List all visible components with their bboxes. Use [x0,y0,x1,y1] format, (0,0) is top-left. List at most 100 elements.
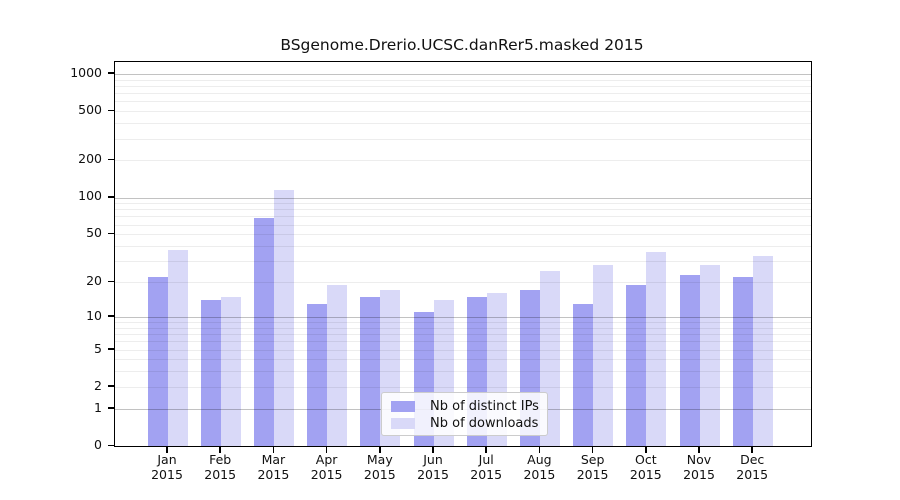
y-tick-label-1000: 1000 [70,64,102,80]
legend-label-distinct-ips: Nb of distinct IPs [430,399,539,414]
x-tick-label-jun: Jun 2015 [417,452,449,482]
x-tick-label-sep: Sep 2015 [576,452,609,482]
legend-entry-distinct-ips: Nb of distinct IPs [391,398,539,415]
x-tick-feb [219,446,221,453]
gridline-3 [115,371,811,373]
gridline-9 [115,322,811,323]
gridline-1000 [115,73,811,75]
grid-layer [115,62,811,446]
bar-distinct-ips-oct [626,284,647,446]
gridline-4 [115,359,811,361]
legend-swatch-downloads [391,418,415,429]
gridline-500 [115,111,811,113]
x-tick-jun [432,446,434,453]
bar-downloads-feb [220,296,241,446]
gridline-7 [115,334,811,335]
y-tick-label-0: 0 [94,437,102,452]
x-tick-label-feb: Feb 2015 [204,452,237,482]
x-tick-label-jan: Jan 2015 [151,452,183,482]
x-tick-label-dec: Dec 2015 [736,452,769,482]
bar-distinct-ips-sep [573,303,594,446]
gridline-2 [115,386,811,388]
y-tick-label-5: 5 [94,340,102,356]
y-tick-0 [108,444,114,447]
y-tick-label-100: 100 [78,188,102,204]
y-tick-2 [108,385,114,387]
bar-downloads-dec [752,256,773,446]
x-tick-mar [272,446,275,453]
chart-title: BSgenome.Drerio.UCSC.danRer5.masked 2015 [280,36,644,54]
x-tick-label-apr: Apr 2015 [310,452,343,482]
y-tick-500 [108,109,114,112]
gridline-800 [115,85,811,87]
gridline-5 [115,349,811,351]
x-tick-may [379,446,381,453]
y-tick-label-500: 500 [78,102,102,118]
bar-downloads-sep [593,264,614,446]
gridline-20 [115,282,811,283]
gridline-700 [115,93,811,95]
x-tick-oct [645,446,647,453]
gridline-300 [115,138,811,140]
gridline-8 [115,327,811,329]
gridline-60 [115,224,811,226]
y-tick-label-20: 20 [86,273,102,289]
y-tick-label-1: 1 [94,399,102,415]
bar-downloads-oct [646,251,667,446]
y-tick-label-50: 50 [86,225,102,241]
x-tick-label-nov: Nov 2015 [683,452,715,482]
x-tick-label-mar: Mar 2015 [257,452,290,482]
bar-downloads-apr [327,284,348,446]
bar-distinct-ips-nov [679,274,700,446]
x-tick-label-jul: Jul 2015 [470,452,503,482]
gridline-10 [115,316,811,318]
gridline-200 [115,160,811,162]
x-tick-apr [325,446,328,453]
bar-distinct-ips-mar [253,217,274,446]
legend-swatch-distinct-ips [391,401,415,412]
x-tick-label-may: May 2015 [363,452,396,482]
y-tick-50 [108,232,114,235]
y-tick-1 [108,407,114,409]
bar-distinct-ips-apr [307,303,328,446]
bar-downloads-jan [167,250,188,446]
gridline-80 [115,209,811,211]
y-tick-100 [108,195,114,198]
gridline-30 [115,261,811,263]
y-tick-200 [108,158,114,161]
gridline-50 [115,234,811,236]
y-tick-label-200: 200 [78,151,102,167]
x-tick-dec [751,446,753,453]
legend-entry-downloads: Nb of downloads [391,415,539,432]
gridline-600 [115,101,811,103]
x-tick-jan [166,446,168,453]
gridline-100 [115,197,811,199]
bar-downloads-mar [273,190,294,446]
gridline-400 [115,123,811,125]
bar-distinct-ips-feb [200,300,221,446]
x-tick-label-aug: Aug 2015 [523,452,556,482]
gridline-90 [115,203,811,205]
y-tick-1000 [108,72,114,75]
gridline-40 [115,246,811,247]
x-tick-aug [538,446,541,453]
gridline-900 [115,79,811,81]
x-tick-sep [591,446,594,453]
x-tick-jul [485,446,487,453]
bar-distinct-ips-dec [732,277,753,446]
legend: Nb of distinct IPs Nb of downloads [381,392,548,436]
gridline-70 [115,216,811,218]
plot-area: Nb of distinct IPs Nb of downloads [114,61,812,447]
bar-downloads-nov [699,264,720,446]
x-tick-label-oct: Oct 2015 [629,452,662,482]
gridline-6 [115,341,811,343]
bar-distinct-ips-jan [147,277,168,446]
bar-distinct-ips-may [360,296,381,446]
y-tick-label-10: 10 [86,307,102,323]
legend-label-downloads: Nb of downloads [430,416,539,431]
y-tick-20 [108,280,114,283]
y-tick-10 [108,315,114,317]
y-tick-label-2: 2 [94,377,102,393]
x-tick-nov [698,446,700,453]
